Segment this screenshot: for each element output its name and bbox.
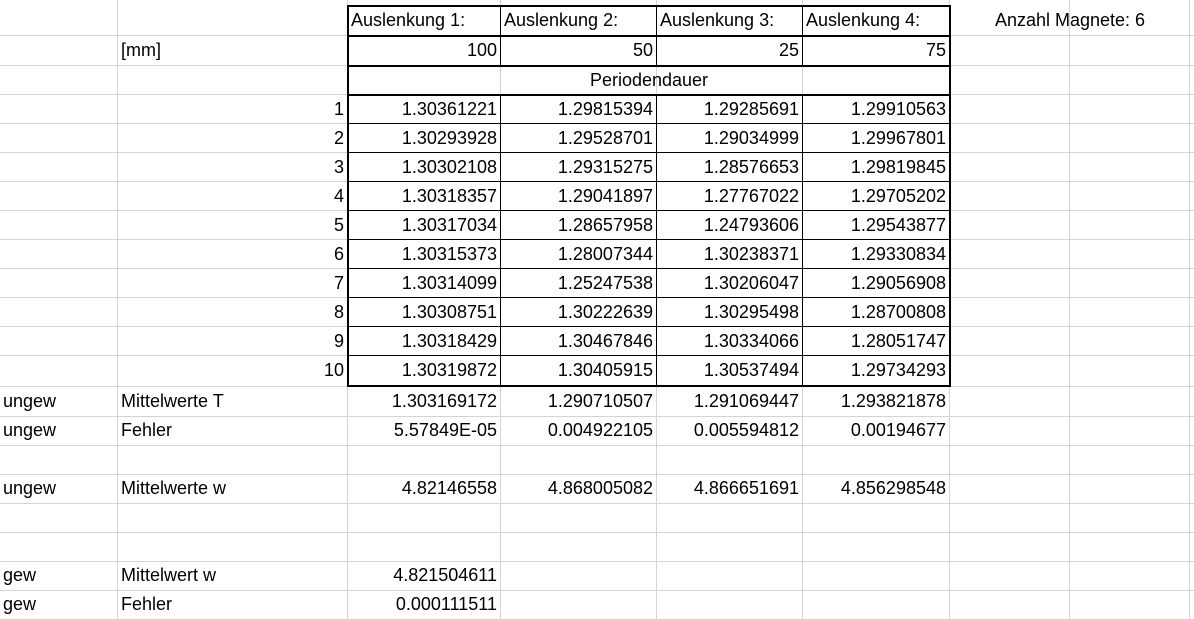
period-cell[interactable]: 1.30238371 <box>703 244 799 264</box>
period-cell[interactable]: 1.30317034 <box>401 215 497 235</box>
weighted-mean-value[interactable]: 4.821504611 <box>393 565 497 585</box>
period-cell[interactable]: 1.30302108 <box>401 157 497 177</box>
period-cell[interactable]: 1.30293928 <box>401 128 497 148</box>
label-weighted-mean[interactable]: Mittelwert w <box>121 565 217 585</box>
auslenkung-value-4[interactable]: 75 <box>925 40 946 60</box>
mean-w-value-1[interactable]: 4.82146558 <box>401 478 497 498</box>
period-cell[interactable]: 1.27767022 <box>703 186 799 206</box>
header-auslenkung-3[interactable]: Auslenkung 3: <box>660 10 775 30</box>
row-number[interactable]: 7 <box>333 273 344 293</box>
period-cell[interactable]: 1.30405915 <box>557 360 653 380</box>
label-weighted-error[interactable]: Fehler <box>121 594 173 614</box>
row-number[interactable]: 3 <box>333 157 344 177</box>
error-value-2[interactable]: 0.004922105 <box>547 420 653 440</box>
header-auslenkung-4[interactable]: Auslenkung 4: <box>806 10 921 30</box>
tag-mean-w[interactable]: ungew <box>3 478 57 498</box>
error-value-1[interactable]: 5.57849E-05 <box>393 420 497 440</box>
mean-t-value-4[interactable]: 1.293821878 <box>840 391 946 411</box>
auslenkung-value-3[interactable]: 25 <box>778 40 799 60</box>
weighted-error-value[interactable]: 0.000111511 <box>395 594 497 614</box>
row-number[interactable]: 4 <box>333 186 344 206</box>
period-cell[interactable]: 1.29330834 <box>850 244 946 264</box>
period-cell[interactable]: 1.29528701 <box>557 128 653 148</box>
period-cell[interactable]: 1.29285691 <box>703 99 799 119</box>
header-auslenkung-2[interactable]: Auslenkung 2: <box>504 10 619 30</box>
header-auslenkung-1[interactable]: Auslenkung 1: <box>351 10 466 30</box>
period-cell[interactable]: 1.29034999 <box>703 128 799 148</box>
label-mean-t[interactable]: Mittelwerte T <box>121 391 224 411</box>
tag-weighted-mean[interactable]: gew <box>3 565 37 585</box>
row-number[interactable]: 10 <box>323 360 344 380</box>
row-number[interactable]: 9 <box>333 331 344 351</box>
period-cell[interactable]: 1.28576653 <box>703 157 799 177</box>
period-cell[interactable]: 1.29056908 <box>850 273 946 293</box>
period-cell[interactable]: 1.29967801 <box>850 128 946 148</box>
error-value-3[interactable]: 0.005594812 <box>693 420 799 440</box>
periodendauer-header[interactable]: Periodendauer <box>589 70 709 90</box>
period-cell[interactable]: 1.30318429 <box>401 331 497 351</box>
auslenkung-value-1[interactable]: 100 <box>466 40 497 60</box>
period-cell[interactable]: 1.30206047 <box>703 273 799 293</box>
row-number[interactable]: 8 <box>333 302 344 322</box>
tag-weighted-error[interactable]: gew <box>3 594 37 614</box>
period-cell[interactable]: 1.30318357 <box>401 186 497 206</box>
tag-mean-t[interactable]: ungew <box>3 391 57 411</box>
period-cell[interactable]: 1.29819845 <box>850 157 946 177</box>
period-cell[interactable]: 1.29543877 <box>850 215 946 235</box>
mean-t-value-2[interactable]: 1.290710507 <box>547 391 653 411</box>
row-number[interactable]: 5 <box>333 215 344 235</box>
row-number[interactable]: 6 <box>333 244 344 264</box>
period-cell[interactable]: 1.30319872 <box>401 360 497 380</box>
period-cell[interactable]: 1.28700808 <box>850 302 946 322</box>
period-cell[interactable]: 1.25247538 <box>557 273 653 293</box>
period-cell[interactable]: 1.30334066 <box>703 331 799 351</box>
period-cell[interactable]: 1.30295498 <box>703 302 799 322</box>
period-cell[interactable]: 1.29734293 <box>850 360 946 380</box>
unit-label[interactable]: [mm] <box>121 40 161 60</box>
period-cell[interactable]: 1.28657958 <box>557 215 653 235</box>
mean-w-value-3[interactable]: 4.866651691 <box>693 478 799 498</box>
period-cell[interactable]: 1.30361221 <box>401 99 497 119</box>
period-cell[interactable]: 1.30222639 <box>557 302 653 322</box>
period-cell[interactable]: 1.29910563 <box>850 99 946 119</box>
period-cell[interactable]: 1.30467846 <box>557 331 653 351</box>
error-value-4[interactable]: 0.00194677 <box>850 420 946 440</box>
period-cell[interactable]: 1.30308751 <box>401 302 497 322</box>
auslenkung-value-2[interactable]: 50 <box>632 40 653 60</box>
mean-w-value-4[interactable]: 4.856298548 <box>840 478 946 498</box>
mean-w-value-2[interactable]: 4.868005082 <box>547 478 653 498</box>
row-number[interactable]: 2 <box>333 128 344 148</box>
period-cell[interactable]: 1.30315373 <box>401 244 497 264</box>
mean-t-value-3[interactable]: 1.291069447 <box>693 391 799 411</box>
period-cell[interactable]: 1.30314099 <box>401 273 497 293</box>
period-cell[interactable]: 1.30537494 <box>703 360 799 380</box>
period-cell[interactable]: 1.29315275 <box>557 157 653 177</box>
mean-t-value-1[interactable]: 1.303169172 <box>391 391 497 411</box>
period-cell[interactable]: 1.28007344 <box>557 244 653 264</box>
label-mean-w[interactable]: Mittelwerte w <box>121 478 227 498</box>
tag-error[interactable]: ungew <box>3 420 57 440</box>
period-cell[interactable]: 1.29041897 <box>557 186 653 206</box>
anzahl-magnete-cell[interactable]: Anzahl Magnete: 6 <box>994 10 1146 30</box>
period-cell[interactable]: 1.28051747 <box>850 331 946 351</box>
period-cell[interactable]: 1.24793606 <box>703 215 799 235</box>
period-cell[interactable]: 1.29705202 <box>850 186 946 206</box>
period-cell[interactable]: 1.29815394 <box>557 99 653 119</box>
row-number[interactable]: 1 <box>333 99 344 119</box>
label-error[interactable]: Fehler <box>121 420 173 440</box>
